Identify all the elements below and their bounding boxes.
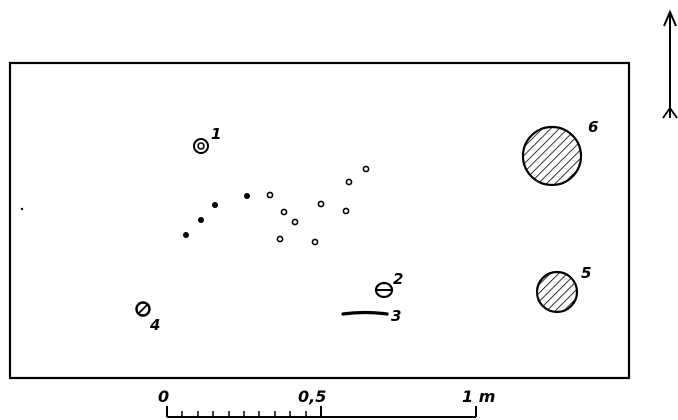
feature-4-label: 4 [149,316,160,334]
stray-mark [20,207,24,211]
open-dot [345,178,353,186]
scale-label-0: 0 [158,387,169,406]
open-dot [362,165,370,173]
feature-6-label: 6 [588,118,598,136]
scale-label-half: 0,5 [298,387,326,406]
scale-bar: 0 0,5 1 m [158,387,495,418]
open-dot [291,218,299,226]
feature-2: 2 [374,270,403,299]
open-dot [276,235,284,243]
feature-6: 6 [521,118,598,187]
open-dot [311,238,319,246]
feature-2-label: 2 [393,270,403,288]
feature-5: 5 [535,264,591,314]
feature-1: 1 [193,125,221,154]
north-arrow-icon [662,9,678,119]
filled-dot [244,193,250,199]
filled-dot [183,232,189,238]
feature-3-label: 3 [391,307,401,325]
feature-3: 3 [341,307,401,325]
feature-5-label: 5 [581,264,591,282]
excavation-boundary [8,61,631,380]
feature-4: 4 [135,301,160,334]
open-dot [342,207,350,215]
filled-dot [198,217,204,223]
open-dot [266,191,274,199]
filled-dot [212,202,218,208]
feature-1-label: 1 [211,125,221,143]
scale-label-1m: 1 m [462,387,495,406]
dot-cluster [183,165,370,246]
open-dot [280,208,288,216]
open-dot [317,200,325,208]
